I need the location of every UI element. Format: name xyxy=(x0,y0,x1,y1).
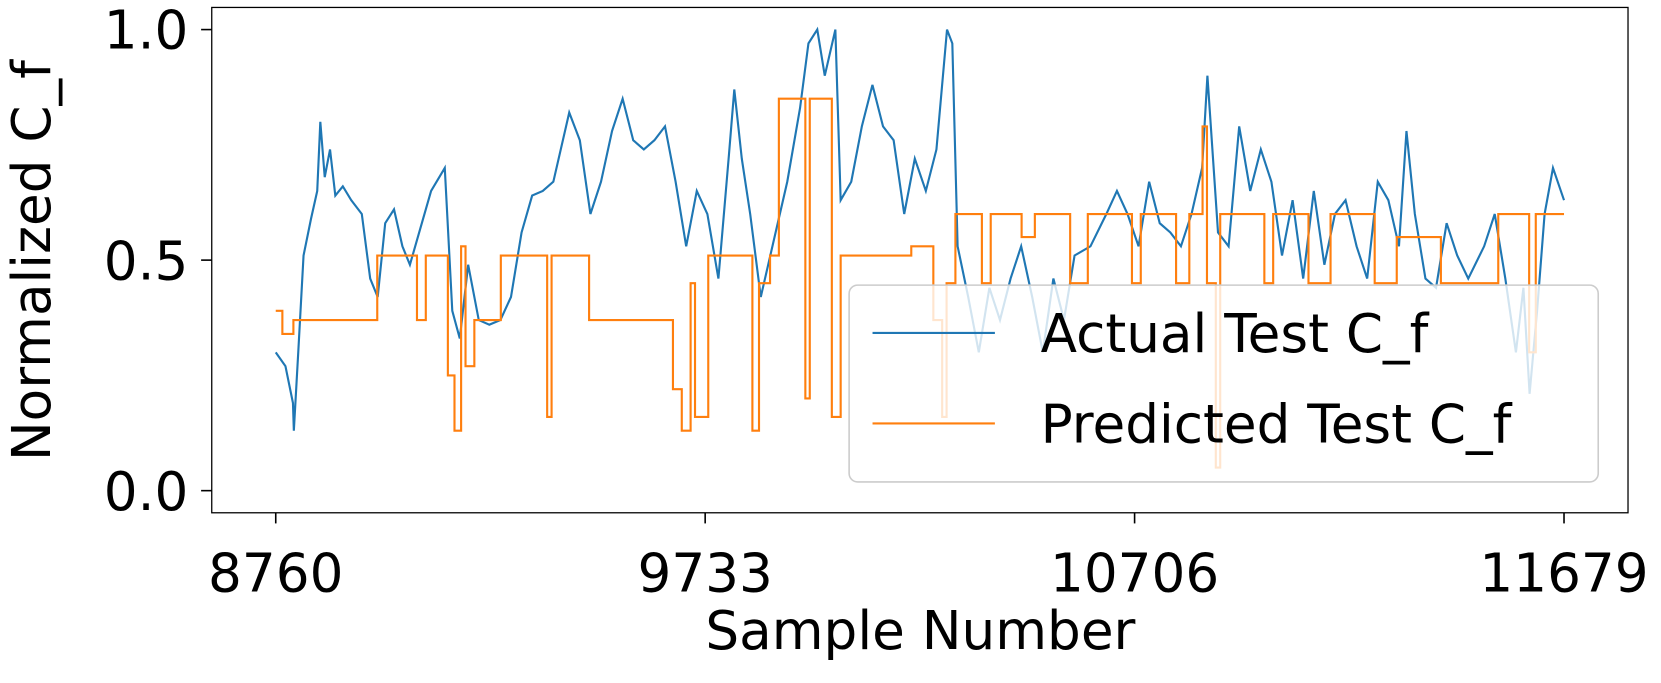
y-tick-label: 0.0 xyxy=(104,461,189,523)
data-line xyxy=(274,26,1566,431)
legend: Actual Test C_f Predicted Test C_f xyxy=(848,284,1600,483)
legend-label: Actual Test C_f xyxy=(1041,303,1430,365)
x-tick-label: 8760 xyxy=(208,543,343,605)
x-tick-label: 9733 xyxy=(637,543,772,605)
x-tick-label: 10706 xyxy=(1050,543,1219,605)
legend-box xyxy=(848,284,1600,483)
x-tick-label: 11679 xyxy=(1479,543,1648,605)
data-line xyxy=(275,97,1565,469)
y-tick-label: 0.5 xyxy=(104,230,189,292)
legend-label: Predicted Test C_f xyxy=(1041,394,1513,456)
y-axis-label: Normalized C_f xyxy=(1,59,63,461)
x-axis-label: Sample Number xyxy=(705,600,1135,662)
y-tick-label: 1.0 xyxy=(104,0,189,62)
